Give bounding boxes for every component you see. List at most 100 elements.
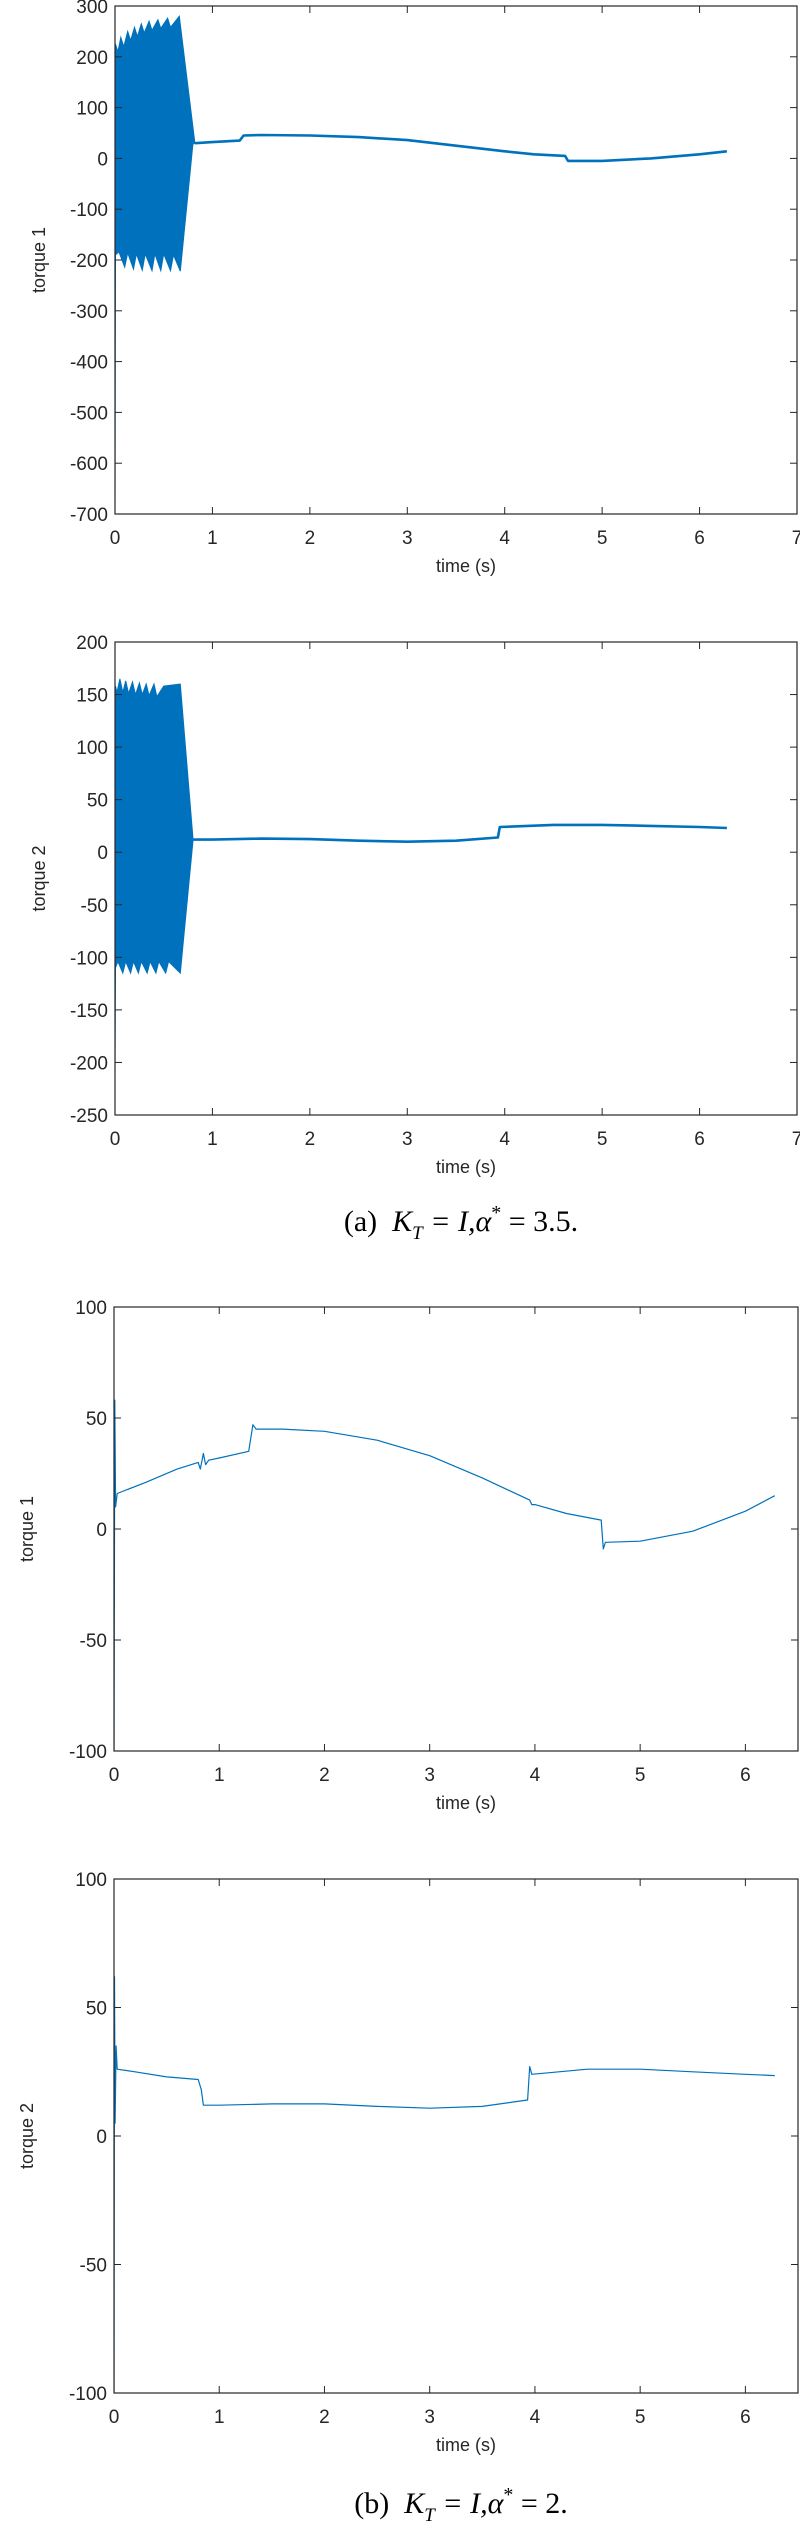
y-tick-label: 150	[76, 686, 108, 707]
x-tick-label: 5	[635, 2407, 646, 2428]
y-tick-label: -500	[70, 403, 108, 424]
y-tick-label: 300	[76, 0, 108, 18]
y-tick-label: 100	[76, 738, 108, 759]
x-tick-label: 7	[792, 1129, 800, 1150]
x-tick-label: 3	[402, 528, 413, 549]
x-tick-label: 3	[424, 2407, 435, 2428]
subplot-2: 0 1 2 3 4 5 6 7 -250 -200 -150 -100 -50 0 50 100 150 200 t…	[29, 633, 800, 1177]
axes-box	[113, 1878, 799, 2394]
x-tick-label: 6	[694, 1129, 705, 1150]
y-tick-label: -300	[70, 302, 108, 323]
x-tick-label: 1	[214, 1765, 225, 1786]
x-axis-label: time (s)	[436, 2435, 496, 2455]
y-axis-label: torque 1	[29, 227, 49, 293]
caption-a: (a) KT = I,α* = 3.5.	[0, 1202, 800, 1245]
caption-label: (a)	[343, 1205, 378, 1238]
x-tick-label: 4	[530, 1765, 541, 1786]
x-tick-label: 2	[319, 1765, 330, 1786]
axes-box	[113, 1306, 799, 1752]
subplot-4: 0 1 2 3 4 5 6 -100 -50 0 50 100 time (s) torque 2	[17, 1870, 799, 2455]
caption-sup: *	[491, 1202, 502, 1224]
plot-area	[114, 1399, 776, 1751]
series-line	[114, 1399, 776, 1751]
caption-sup: *	[503, 2484, 514, 2506]
y-tick-label: 50	[86, 1409, 107, 1430]
y-tick-label: -50	[80, 1631, 107, 1652]
y-tick-label: -200	[70, 1053, 108, 1074]
y-tick-label: -50	[81, 896, 108, 917]
plot-area	[115, 14, 728, 514]
x-tick-label: 6	[740, 1765, 751, 1786]
x-axis-label: time (s)	[436, 1793, 496, 1813]
subplot-3: 0 1 2 3 4 5 6 -100 -50 0 50 100 time (s) torque 1	[17, 1298, 799, 1813]
y-tick-label: 0	[96, 1520, 107, 1541]
y-tick-label: -100	[70, 200, 108, 221]
x-tick-label: 6	[694, 528, 705, 549]
y-tick-label: -100	[70, 948, 108, 969]
series-line	[114, 1976, 775, 2393]
x-tick-label: 6	[740, 2407, 751, 2428]
x-tick-label: 4	[530, 2407, 541, 2428]
y-tick-label: 100	[75, 1870, 107, 1891]
caption-var: K	[404, 2487, 425, 2520]
y-tick-label: -600	[70, 454, 108, 475]
y-tick-label: -100	[69, 2384, 107, 2405]
y-axis-label: torque 1	[17, 1496, 37, 1562]
x-tick-label: 2	[319, 2407, 330, 2428]
y-tick-label: 200	[76, 48, 108, 69]
x-tick-label: 5	[597, 1129, 608, 1150]
x-tick-label: 4	[499, 528, 510, 549]
y-tick-label: 0	[96, 2127, 107, 2148]
y-tick-label: -400	[70, 353, 108, 374]
caption-b: (b) KT = I,α* = 2.	[0, 2484, 800, 2527]
x-tick-label: 0	[110, 1129, 121, 1150]
x-tick-label: 3	[402, 1129, 413, 1150]
y-tick-label: -150	[70, 1001, 108, 1022]
x-tick-label: 7	[792, 528, 800, 549]
caption-sub: T	[424, 2505, 435, 2526]
y-tick-label: 200	[76, 633, 108, 654]
caption-label: (b)	[354, 2487, 390, 2520]
axes-box	[114, 641, 798, 1116]
y-axis-label: torque 2	[17, 2103, 37, 2169]
caption-sub: T	[412, 1223, 423, 1244]
x-tick-label: 5	[635, 1765, 646, 1786]
y-tick-label: 100	[76, 99, 108, 120]
subplot-1: 0 1 2 3 4 5 6 7 -700 -600 -500 -400 -300 -200 -100 0 100…	[29, 0, 800, 576]
oscillation-band	[115, 14, 196, 514]
axes-box	[114, 5, 798, 515]
y-tick-label: -100	[69, 1742, 107, 1763]
x-axis-label: time (s)	[436, 1157, 496, 1177]
x-tick-label: 0	[109, 1765, 120, 1786]
y-tick-label: 50	[87, 791, 108, 812]
y-tick-label: -50	[80, 2256, 107, 2277]
caption-var: K	[392, 1205, 413, 1238]
series-line	[192, 823, 727, 844]
y-axis-label: torque 2	[29, 845, 49, 911]
x-tick-label: 0	[110, 528, 121, 549]
caption-rest: = 2.	[520, 2487, 568, 2520]
x-tick-label: 2	[305, 1129, 316, 1150]
x-axis-label: time (s)	[436, 556, 496, 576]
x-tick-label: 2	[305, 528, 316, 549]
plot-area	[114, 1976, 775, 2393]
plot-area	[115, 678, 727, 1079]
y-tick-label: -200	[70, 251, 108, 272]
x-tick-label: 1	[207, 1129, 218, 1150]
y-tick-label: -250	[70, 1106, 108, 1127]
caption-rest: = 3.5.	[508, 1205, 579, 1238]
caption-mid: = I,α	[430, 1205, 492, 1238]
x-tick-label: 3	[424, 1765, 435, 1786]
y-tick-label: 0	[97, 149, 108, 170]
x-tick-label: 5	[597, 528, 608, 549]
y-tick-label: 0	[97, 843, 108, 864]
x-tick-label: 1	[214, 2407, 225, 2428]
caption-mid: = I,α	[442, 2487, 504, 2520]
oscillation-band	[115, 678, 194, 1079]
series-line	[194, 133, 728, 163]
x-tick-label: 0	[109, 2407, 120, 2428]
y-tick-label: -700	[70, 505, 108, 526]
x-tick-label: 4	[499, 1129, 510, 1150]
y-tick-label: 100	[75, 1298, 107, 1319]
